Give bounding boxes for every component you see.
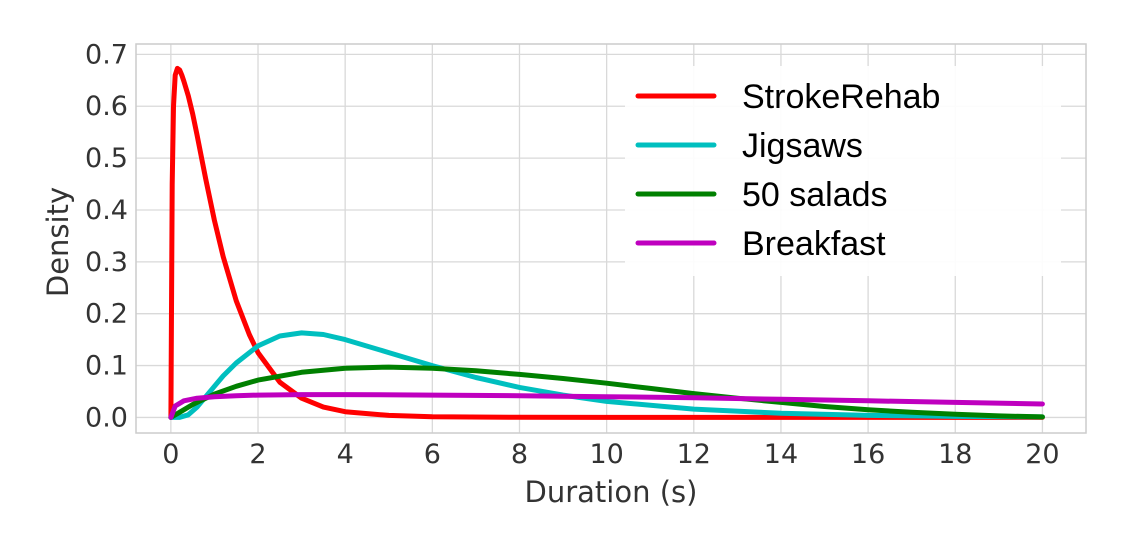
legend-label-strokerehab: StrokeRehab <box>742 78 940 116</box>
y-axis-title: Density <box>41 187 75 297</box>
y-tick-label: 0.5 <box>85 143 128 174</box>
y-tick-label: 0.1 <box>85 351 128 382</box>
x-tick-label: 0 <box>162 439 179 470</box>
y-tick-labels: 0.0 0.1 0.2 0.3 0.4 0.5 0.6 0.7 <box>85 39 128 433</box>
y-tick-label: 0.0 <box>85 402 128 433</box>
x-tick-label: 10 <box>589 439 623 470</box>
x-tick-label: 6 <box>424 439 441 470</box>
y-tick-label: 0.7 <box>85 39 128 70</box>
x-tick-label: 16 <box>851 439 885 470</box>
series-line-strokerehab <box>168 65 1045 420</box>
series-line-50-salads <box>168 364 1045 420</box>
series-lines <box>168 65 1045 420</box>
legend-label-jigsaws: Jigsaws <box>742 127 863 165</box>
x-tick-label: 14 <box>764 439 798 470</box>
legend-label-50-salads: 50 salads <box>742 176 888 214</box>
plot-frame <box>135 43 1087 434</box>
x-tick-label: 18 <box>938 439 972 470</box>
y-tick-label: 0.4 <box>85 195 128 226</box>
y-tick-label: 0.6 <box>85 91 128 122</box>
y-tick-label: 0.2 <box>85 299 128 330</box>
legend-label-breakfast: Breakfast <box>742 225 886 263</box>
x-tick-label: 4 <box>337 439 354 470</box>
x-tick-labels: 0 2 4 6 8 10 12 14 16 18 20 <box>162 439 1059 470</box>
y-tick-label: 0.3 <box>85 247 128 278</box>
x-axis-title: Duration (s) <box>525 475 698 509</box>
series-line-breakfast <box>168 392 1045 420</box>
x-tick-label: 8 <box>511 439 528 470</box>
x-tick-label: 2 <box>249 439 266 470</box>
x-tick-label: 12 <box>677 439 711 470</box>
legend: StrokeRehab Jigsaws 50 salads Breakfast <box>625 66 1061 276</box>
x-tick-label: 20 <box>1025 439 1059 470</box>
